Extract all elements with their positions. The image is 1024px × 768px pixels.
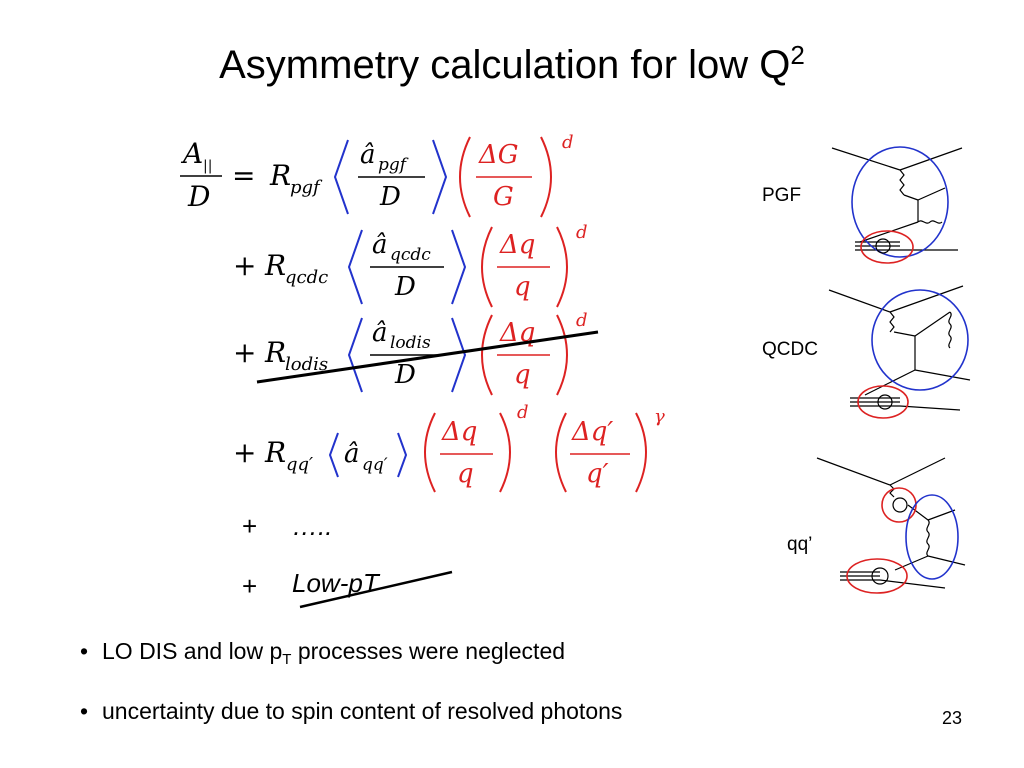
lhs-subscript: || [203, 158, 212, 174]
r-qq: R [264, 436, 286, 469]
equals-sign: = [232, 159, 255, 192]
delta-q-4: Δq [441, 417, 477, 447]
plus-lowpt: + [242, 571, 257, 601]
angle-right-1 [432, 139, 448, 215]
angle-left-1 [333, 139, 349, 215]
pgf-feynman-diagram-icon [831, 146, 963, 264]
r-pgf: R [269, 159, 291, 192]
delta-q-prime: Δq′ [571, 417, 613, 447]
paren-left-2 [481, 226, 493, 308]
q-prime-denominator: q′ [586, 459, 609, 489]
paren-left-4a [424, 412, 436, 493]
paren-right-3 [556, 314, 568, 396]
angle-right-3 [451, 317, 467, 393]
a-hat-lodis: â [372, 318, 388, 348]
delta-q-2: Δq [499, 230, 535, 260]
power-d-3: d [576, 310, 588, 331]
bullet-dot: • [80, 698, 89, 724]
denominator-d-3: D [394, 360, 416, 390]
ellipsis-term: ….. [292, 511, 332, 541]
bullet-text-after: processes were neglected [291, 638, 566, 664]
r-qcdc-subscript: qcdc [285, 267, 328, 288]
paren-right-2 [556, 226, 568, 308]
plus-qq: + [233, 436, 256, 469]
bullet-dot: • [80, 638, 89, 664]
qcdc-feynman-diagram-icon [828, 285, 971, 419]
label-pgf: PGF [762, 185, 801, 206]
paren-right-4a [499, 412, 511, 493]
q-denominator-2: q [514, 272, 531, 302]
paren-right-4b [635, 412, 647, 493]
strikethrough-lodis [256, 330, 599, 384]
angle-left-4 [328, 432, 339, 478]
plus-qcdc: + [233, 249, 256, 282]
bullet-text: uncertainty due to spin content of resol… [102, 698, 623, 724]
label-qq: qq’ [787, 534, 812, 555]
strikethrough-lowpt [299, 570, 453, 609]
bullet-item: • LO DIS and low pT processes were neglec… [78, 638, 622, 673]
power-d-2: d [576, 222, 588, 243]
paren-right-1 [540, 136, 552, 218]
power-d-1: d [562, 132, 574, 153]
r-qcdc: R [264, 249, 286, 282]
paren-left-1 [459, 136, 471, 218]
bullet-item: • uncertainty due to spin content of reso… [78, 698, 622, 724]
bullet-list: • LO DIS and low pT processes were neglec… [78, 638, 622, 749]
title-superscript: 2 [790, 40, 805, 70]
lowpt-term: Low-pT [292, 568, 381, 598]
plus-dots: + [242, 511, 257, 541]
a-hat-qq: â [344, 439, 360, 469]
a-pgf-subscript: pgf [378, 155, 409, 175]
angle-right-4 [397, 432, 408, 478]
angle-right-2 [451, 229, 467, 305]
r-qq-subscript: qq′ [286, 454, 313, 475]
r-lodis: R [264, 336, 286, 369]
power-gamma: γ [654, 406, 665, 427]
r-lodis-subscript: lodis [285, 354, 328, 375]
r-pgf-subscript: pgf [290, 177, 323, 198]
lhs-numerator: A [180, 137, 203, 170]
angle-left-3 [347, 317, 363, 393]
power-d-4: d [517, 402, 529, 423]
denominator-d-1: D [379, 182, 401, 212]
bullet-subscript: T [282, 651, 292, 668]
title-text: Asymmetry calculation for low Q [219, 43, 791, 87]
label-qcdc: QCDC [762, 339, 818, 360]
g-denominator: G [493, 182, 514, 212]
q-denominator-4: q [457, 459, 474, 489]
qq-resolved-photon-diagram-icon [816, 457, 966, 594]
plus-lodis: + [233, 336, 256, 369]
page-number: 23 [941, 708, 962, 728]
a-hat-pgf: â [360, 140, 376, 170]
a-hat-qcdc: â [372, 230, 388, 260]
a-qcdc-subscript: qcdc [390, 245, 431, 265]
slide-title: Asymmetry calculation for low Q2 [0, 30, 1024, 90]
lhs-denominator: D [187, 180, 210, 213]
a-lodis-subscript: lodis [390, 333, 431, 353]
paren-left-3 [481, 314, 493, 396]
denominator-d-2: D [394, 272, 416, 302]
bullet-text-before: LO DIS and low p [102, 638, 283, 664]
q-denominator-3: q [514, 360, 531, 390]
paren-left-4b [555, 412, 567, 493]
angle-left-2 [347, 229, 363, 305]
a-qq-subscript: qq′ [362, 455, 388, 475]
delta-g: ΔG [478, 140, 519, 170]
